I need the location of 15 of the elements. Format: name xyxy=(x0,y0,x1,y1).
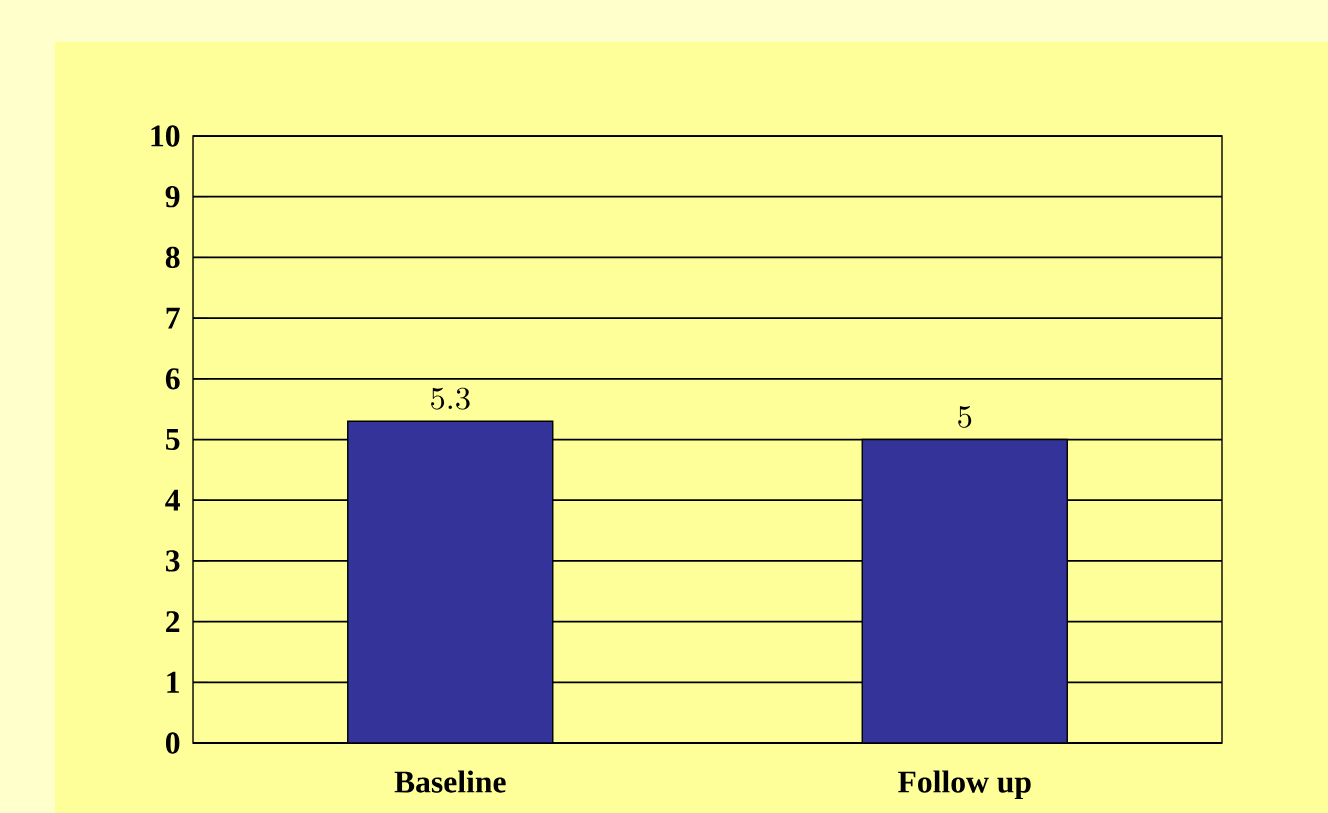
y-tick-label: 0 xyxy=(165,732,180,754)
y-tick-label: 8 xyxy=(165,246,180,269)
x-tick-label: Baseline xyxy=(394,770,506,793)
y-tick-label: 2 xyxy=(166,611,180,633)
y-tick-label: 10 xyxy=(151,125,180,147)
y-tick-label: 6 xyxy=(165,368,180,390)
y-tick-label: 3 xyxy=(165,550,180,572)
data-label: 5 xyxy=(958,406,972,428)
data-label: 5.3 xyxy=(431,387,470,410)
y-tick-label: 9 xyxy=(165,186,180,208)
y-tick-label: 5 xyxy=(166,428,180,451)
x-tick-label: Follow up xyxy=(898,770,1031,800)
y-tick-label: 7 xyxy=(166,307,180,329)
y-tick-label: 1 xyxy=(167,671,179,693)
y-tick-label: 4 xyxy=(165,489,180,511)
